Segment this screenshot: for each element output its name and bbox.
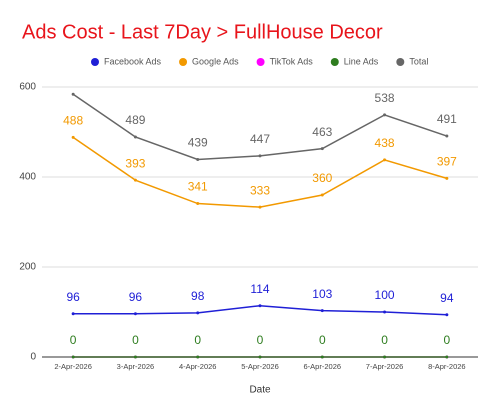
data-label: 438	[375, 136, 395, 150]
data-label: 96	[129, 290, 143, 304]
data-point	[196, 355, 200, 359]
data-label: 96	[66, 290, 80, 304]
data-point	[383, 113, 387, 117]
data-point	[71, 312, 75, 316]
data-label: 333	[250, 183, 270, 197]
legend-marker	[179, 58, 188, 66]
legend-marker	[91, 58, 99, 66]
y-tick-label: 0	[30, 352, 36, 363]
data-label: 0	[381, 333, 388, 347]
data-label: 447	[250, 132, 270, 146]
data-point	[320, 309, 324, 313]
data-point	[71, 355, 75, 359]
data-point	[320, 147, 324, 151]
data-point	[320, 355, 324, 359]
data-label: 393	[125, 156, 145, 170]
data-label: 439	[188, 136, 208, 150]
y-tick-label: 600	[19, 82, 36, 93]
x-axis-label: Date	[249, 385, 271, 396]
x-tick-label: 2-Apr-2026	[54, 362, 92, 371]
data-label: 0	[444, 333, 451, 347]
data-point	[445, 313, 449, 317]
data-point	[133, 312, 137, 316]
x-tick-label: 5-Apr-2026	[241, 362, 279, 371]
data-label: 341	[188, 180, 208, 194]
data-point	[445, 176, 449, 180]
legend-marker	[256, 58, 265, 66]
data-point	[383, 355, 387, 359]
legend-label: Google Ads	[192, 56, 239, 66]
data-label: 488	[63, 114, 83, 128]
data-point	[258, 304, 262, 308]
data-point	[196, 157, 200, 161]
data-point	[196, 311, 200, 315]
data-point	[320, 193, 324, 197]
data-label: 0	[257, 333, 264, 347]
x-tick-label: 4-Apr-2026	[179, 362, 217, 371]
data-point	[196, 202, 200, 206]
data-point	[383, 158, 387, 162]
data-label: 360	[312, 171, 332, 185]
data-point	[258, 154, 262, 158]
data-label: 0	[319, 333, 326, 347]
data-label: 0	[70, 333, 77, 347]
x-tick-label: 3-Apr-2026	[117, 362, 155, 371]
data-point	[71, 92, 75, 96]
data-point	[258, 205, 262, 209]
data-label: 538	[375, 91, 395, 105]
data-point	[71, 135, 75, 139]
x-tick-label: 8-Apr-2026	[428, 362, 466, 371]
y-tick-label: 200	[19, 262, 36, 273]
chart-title: Ads Cost - Last 7Day > FullHouse Decor	[22, 21, 383, 43]
data-label: 489	[125, 113, 145, 127]
data-label: 98	[191, 289, 205, 303]
legend-label: Total	[409, 56, 428, 66]
data-label: 0	[194, 333, 201, 347]
data-label: 103	[312, 287, 332, 301]
data-label: 491	[437, 112, 457, 126]
data-point	[133, 178, 137, 182]
data-label: 397	[437, 155, 457, 169]
data-point	[258, 355, 262, 359]
legend-marker	[396, 58, 405, 66]
legend-label: TikTok Ads	[270, 56, 314, 66]
data-label: 463	[312, 125, 332, 139]
x-tick-label: 6-Apr-2026	[304, 362, 342, 371]
x-tick-label: 7-Apr-2026	[366, 362, 404, 371]
data-point	[445, 355, 449, 359]
legend-label: Line Ads	[344, 56, 379, 66]
data-label: 94	[440, 291, 454, 305]
data-point	[133, 355, 137, 359]
data-point	[133, 135, 137, 139]
y-tick-label: 400	[19, 172, 36, 183]
legend-label: Facebook Ads	[104, 56, 162, 66]
data-point	[445, 134, 449, 138]
data-label: 114	[250, 282, 269, 296]
data-label: 0	[132, 333, 139, 347]
data-point	[383, 310, 387, 314]
data-label: 100	[375, 288, 395, 302]
legend-marker	[330, 58, 339, 66]
